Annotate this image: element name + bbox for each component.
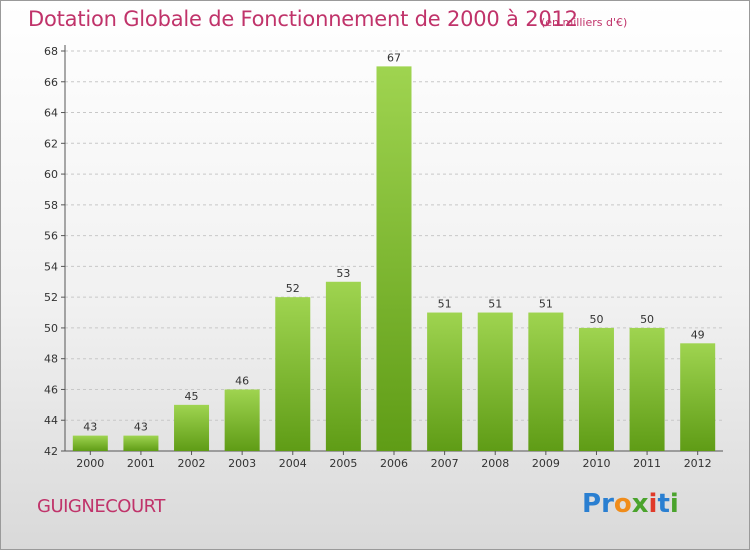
x-tick-label-2009: 2009 (532, 457, 560, 470)
commune-name: GUIGNECOURT (37, 496, 165, 517)
bar-2000 (72, 435, 108, 451)
value-label-2006: 67 (387, 51, 401, 64)
y-tick-label: 56 (44, 230, 58, 243)
bar-2010 (578, 327, 614, 451)
y-tick-label: 46 (44, 383, 58, 396)
value-label-2010: 50 (589, 313, 603, 326)
y-tick-label: 50 (44, 322, 58, 335)
y-tick-label: 48 (44, 353, 58, 366)
x-tick-label-2001: 2001 (127, 457, 155, 470)
bar-2007 (427, 312, 463, 451)
proxiti-logo: Proxiti (582, 489, 679, 519)
value-label-2009: 51 (539, 298, 553, 311)
y-tick-label: 66 (44, 76, 58, 89)
y-tick-label: 62 (44, 137, 58, 150)
value-label-2000: 43 (83, 421, 97, 434)
bar-2009 (528, 312, 564, 451)
bar-2006 (376, 66, 412, 451)
bar-2002 (174, 404, 210, 451)
value-label-2005: 53 (336, 267, 350, 280)
bar-2003 (224, 389, 260, 451)
bar-2012 (680, 343, 716, 451)
y-tick-label: 58 (44, 199, 58, 212)
value-label-2011: 50 (640, 313, 654, 326)
value-label-2008: 51 (488, 298, 502, 311)
bar-2008 (477, 312, 513, 451)
x-tick-label-2006: 2006 (380, 457, 408, 470)
value-label-2001: 43 (134, 421, 148, 434)
logo-letter: o (613, 489, 632, 519)
logo-letter: t (657, 489, 670, 519)
y-tick-label: 54 (44, 260, 58, 273)
value-label-2012: 49 (691, 328, 705, 341)
logo-letter: i (669, 489, 679, 519)
value-labels: 43 43 45 46 52 53 67 51 51 51 50 50 49 (83, 51, 704, 433)
x-tick-label-2004: 2004 (279, 457, 307, 470)
value-label-2004: 52 (286, 282, 300, 295)
x-tick-label-2010: 2010 (582, 457, 610, 470)
y-tick-label: 64 (44, 107, 58, 120)
y-tick-label: 42 (44, 445, 58, 458)
logo-letter: i (648, 489, 658, 519)
bar-2004 (275, 297, 311, 451)
value-label-2007: 51 (438, 298, 452, 311)
chart-subtitle: (en milliers d'€) (541, 16, 628, 29)
x-tick-label-2008: 2008 (481, 457, 509, 470)
bar-2001 (123, 435, 159, 451)
x-tick-label-2000: 2000 (76, 457, 104, 470)
logo-letter: r (601, 489, 614, 519)
logo-letter: x (631, 489, 649, 519)
value-label-2003: 46 (235, 374, 249, 387)
bar-2011 (629, 327, 665, 451)
bars (72, 66, 716, 451)
tick-labels: 42 44 46 48 50 52 54 56 58 60 62 64 66 68 2000 2001 2002… (44, 45, 712, 470)
y-tick-label: 60 (44, 168, 58, 181)
x-tick-label-2003: 2003 (228, 457, 256, 470)
bar-2005 (325, 281, 361, 451)
y-tick-label: 52 (44, 291, 58, 304)
x-tick-label-2005: 2005 (329, 457, 357, 470)
x-tick-label-2012: 2012 (684, 457, 712, 470)
y-tick-label: 44 (44, 414, 58, 427)
x-tick-label-2007: 2007 (431, 457, 459, 470)
x-tick-label-2002: 2002 (178, 457, 206, 470)
chart-title: Dotation Globale de Fonctionnement de 20… (28, 7, 578, 31)
y-tick-label: 68 (44, 45, 58, 58)
value-label-2002: 45 (185, 390, 199, 403)
x-tick-label-2011: 2011 (633, 457, 661, 470)
logo-letter: P (582, 489, 602, 519)
